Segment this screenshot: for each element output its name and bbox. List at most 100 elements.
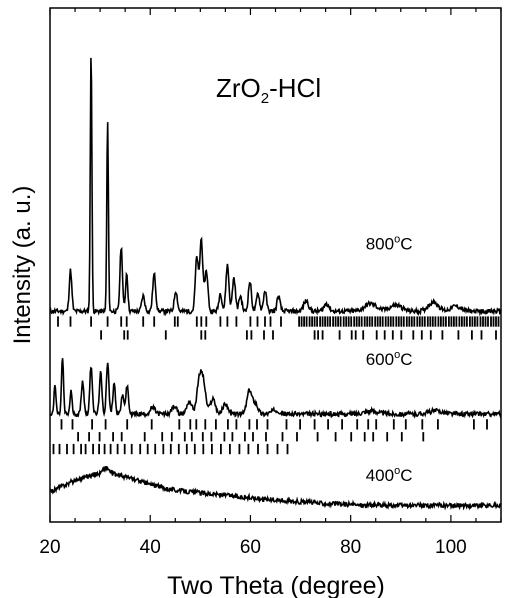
reference-tick bbox=[339, 316, 342, 327]
reference-tick bbox=[327, 419, 329, 430]
reference-tick bbox=[106, 316, 109, 327]
reference-tick bbox=[103, 443, 106, 455]
reference-tick bbox=[441, 330, 444, 340]
reference-tick bbox=[355, 316, 358, 327]
reference-tick bbox=[400, 330, 403, 340]
reference-tick bbox=[313, 419, 316, 430]
reference-tick bbox=[400, 432, 403, 442]
reference-tick bbox=[52, 443, 55, 455]
reference-tick bbox=[223, 432, 226, 442]
reference-tick bbox=[80, 443, 82, 455]
reference-tick bbox=[353, 316, 356, 327]
reference-tick bbox=[347, 316, 350, 327]
reference-tick bbox=[244, 432, 246, 442]
reference-tick bbox=[66, 443, 68, 455]
reference-tick bbox=[60, 419, 63, 430]
reference-tick bbox=[204, 330, 207, 340]
reference-tick bbox=[363, 316, 366, 327]
reference-tick bbox=[429, 330, 432, 340]
reference-tick bbox=[210, 432, 213, 442]
reference-tick bbox=[272, 330, 274, 340]
reference-tick bbox=[190, 432, 193, 442]
reference-tick bbox=[434, 316, 437, 327]
reference-tick bbox=[442, 316, 445, 327]
reference-tick bbox=[423, 316, 426, 327]
reference-tick bbox=[397, 316, 400, 327]
reference-tick bbox=[490, 316, 492, 327]
reference-tick bbox=[219, 316, 222, 327]
reference-tick bbox=[375, 419, 378, 430]
reference-tick bbox=[350, 330, 353, 340]
reference-tick bbox=[410, 316, 413, 327]
reference-row-2 bbox=[52, 443, 289, 455]
x-axis-label: Two Theta (degree) bbox=[167, 572, 385, 598]
reference-tick bbox=[313, 316, 316, 327]
reference-tick bbox=[266, 443, 269, 455]
reference-tick bbox=[77, 432, 79, 442]
reference-tick bbox=[256, 316, 259, 327]
reference-tick bbox=[238, 443, 241, 455]
reference-tick bbox=[204, 419, 207, 430]
reference-tick bbox=[360, 316, 363, 327]
reference-tick bbox=[381, 316, 384, 327]
reference-tick bbox=[486, 419, 488, 430]
reference-tick bbox=[303, 316, 305, 327]
reference-tick bbox=[220, 443, 222, 455]
reference-tick bbox=[229, 443, 231, 455]
reference-tick bbox=[161, 432, 164, 442]
reference-tick bbox=[200, 316, 203, 327]
reference-tick bbox=[389, 316, 392, 327]
reference-tick bbox=[173, 316, 176, 327]
reference-tick bbox=[69, 316, 72, 327]
x-tick-label: 20 bbox=[39, 537, 60, 558]
reference-tick bbox=[474, 316, 476, 327]
reference-tick bbox=[308, 316, 311, 327]
reference-tick bbox=[392, 316, 395, 327]
series-line bbox=[49, 358, 502, 419]
reference-row-0 bbox=[60, 419, 488, 430]
reference-tick bbox=[91, 419, 93, 430]
series-1: 600oC bbox=[49, 349, 502, 455]
series-0: 800oC bbox=[49, 57, 502, 340]
reference-tick bbox=[379, 316, 382, 327]
series-label: 400oC bbox=[366, 465, 413, 485]
reference-tick bbox=[247, 443, 250, 455]
reference-tick bbox=[350, 316, 353, 327]
reference-tick bbox=[476, 316, 479, 327]
reference-tick bbox=[281, 432, 284, 442]
reference-tick bbox=[497, 316, 500, 327]
reference-tick bbox=[437, 316, 440, 327]
reference-tick bbox=[484, 316, 487, 327]
reference-tick bbox=[92, 443, 94, 455]
reference-tick bbox=[193, 443, 196, 455]
reference-tick bbox=[176, 316, 179, 327]
reference-row-0 bbox=[57, 316, 500, 327]
reference-tick bbox=[453, 316, 455, 327]
reference-tick bbox=[471, 316, 474, 327]
reference-tick bbox=[338, 330, 341, 340]
reference-tick bbox=[492, 316, 495, 327]
reference-tick bbox=[422, 432, 425, 442]
reference-tick bbox=[235, 316, 238, 327]
reference-tick bbox=[71, 419, 74, 430]
reference-tick bbox=[466, 316, 468, 327]
reference-tick bbox=[286, 443, 289, 455]
reference-tick bbox=[296, 432, 298, 442]
reference-tick bbox=[463, 316, 466, 327]
reference-tick bbox=[57, 316, 59, 327]
reference-tick bbox=[211, 443, 213, 455]
reference-tick bbox=[366, 316, 369, 327]
reference-tick bbox=[420, 330, 423, 340]
reference-tick bbox=[405, 316, 408, 327]
reference-tick bbox=[416, 316, 419, 327]
reference-tick bbox=[269, 316, 272, 327]
reference-tick bbox=[298, 316, 300, 327]
reference-tick bbox=[280, 316, 282, 327]
reference-tick bbox=[487, 316, 489, 327]
series-label: 600oC bbox=[366, 349, 413, 369]
reference-tick bbox=[88, 432, 90, 442]
reference-tick bbox=[257, 443, 259, 455]
reference-tick bbox=[495, 330, 497, 340]
reference-tick bbox=[408, 316, 411, 327]
